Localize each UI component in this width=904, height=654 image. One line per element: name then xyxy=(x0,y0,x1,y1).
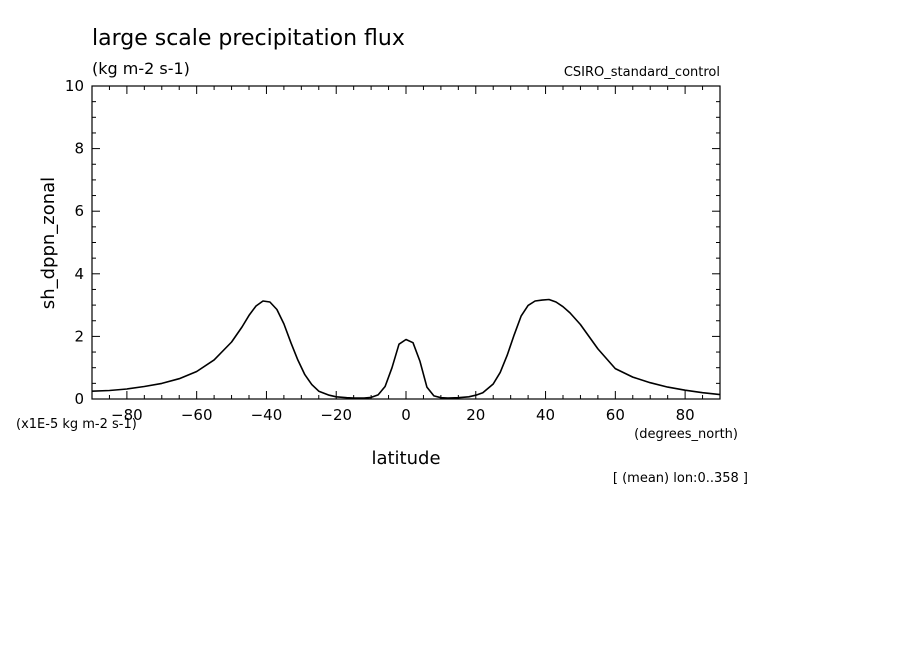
y-tick-labels: 0 2 4 6 8 10 xyxy=(65,77,84,408)
x-units-label: (degrees_north) xyxy=(634,427,738,442)
axis-ticks xyxy=(91,85,721,400)
x-axis-label: latitude xyxy=(371,448,440,469)
x-tick-label: 80 xyxy=(676,406,695,424)
x-tick-labels: −80 −60 −40 −20 0 20 40 60 80 xyxy=(111,406,695,424)
y-tick-label: 8 xyxy=(74,140,84,158)
y-scale-note: (x1E-5 kg m-2 s-1) xyxy=(16,417,137,432)
x-tick-label: 0 xyxy=(401,406,411,424)
x-tick-label: 40 xyxy=(536,406,555,424)
y-tick-label: 6 xyxy=(74,202,84,220)
x-tick-label: −80 xyxy=(111,406,143,424)
y-tick-label: 4 xyxy=(74,265,84,283)
y-tick-label: 10 xyxy=(65,77,84,95)
x-tick-label: −60 xyxy=(181,406,213,424)
dataset-label: CSIRO_standard_control xyxy=(564,65,720,80)
chart-title: large scale precipitation flux xyxy=(92,26,405,51)
y-axis-label: sh_dppn_zonal xyxy=(38,177,59,309)
x-tick-label: −20 xyxy=(320,406,352,424)
footnote: [ (mean) lon:0..358 ] xyxy=(613,471,748,486)
y-tick-label: 2 xyxy=(74,327,84,345)
series-line xyxy=(91,298,721,399)
x-tick-label: −40 xyxy=(251,406,283,424)
plot-frame xyxy=(91,85,721,400)
x-tick-label: 60 xyxy=(606,406,625,424)
y-tick-label: 0 xyxy=(74,390,84,408)
chart-subtitle: (kg m-2 s-1) xyxy=(92,59,190,78)
x-tick-label: 20 xyxy=(466,406,485,424)
